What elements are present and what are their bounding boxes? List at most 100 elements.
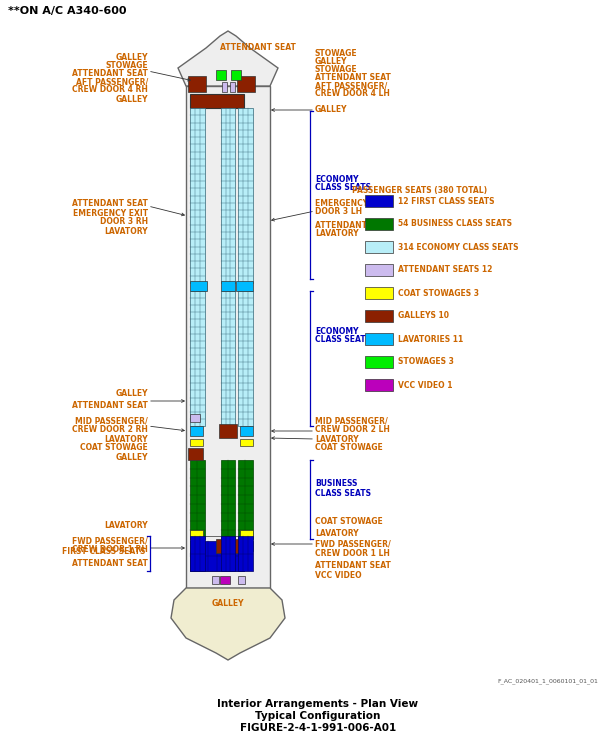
Bar <box>190 414 200 422</box>
Text: CREW DOOR 4 RH: CREW DOOR 4 RH <box>72 86 148 95</box>
Bar <box>216 539 240 553</box>
Bar <box>190 460 205 539</box>
Bar <box>238 291 253 426</box>
Text: GALLEY: GALLEY <box>115 389 148 398</box>
Text: CREW DOOR 2 LH: CREW DOOR 2 LH <box>315 424 390 433</box>
Text: LAVATORY: LAVATORY <box>104 227 148 236</box>
Bar <box>240 530 253 537</box>
Bar <box>365 310 393 322</box>
Text: COAT STOWAGE: COAT STOWAGE <box>315 518 383 527</box>
Text: Interior Arrangements - Plan View: Interior Arrangements - Plan View <box>218 699 419 709</box>
Bar <box>190 426 203 436</box>
Text: ECONOMY: ECONOMY <box>315 327 359 336</box>
Text: F_AC_020401_1_0060101_01_01: F_AC_020401_1_0060101_01_01 <box>497 678 598 684</box>
Bar <box>219 424 237 438</box>
Text: STOWAGE: STOWAGE <box>105 60 148 69</box>
Bar <box>365 264 393 276</box>
Text: GALLEY: GALLEY <box>115 52 148 61</box>
Bar <box>212 576 219 584</box>
Text: EMERGENCY EXIT: EMERGENCY EXIT <box>315 198 390 207</box>
Text: GALLEY: GALLEY <box>115 454 148 463</box>
Bar <box>238 108 253 283</box>
Bar <box>190 439 203 446</box>
Bar <box>220 576 230 584</box>
Bar <box>238 536 253 571</box>
Text: ATTENDANT SEAT: ATTENDANT SEAT <box>315 74 391 83</box>
Bar <box>221 281 235 291</box>
Text: AFT PASSENGER/: AFT PASSENGER/ <box>315 81 387 90</box>
Bar <box>365 287 393 299</box>
Text: FIGURE-2-4-1-991-006-A01: FIGURE-2-4-1-991-006-A01 <box>240 723 396 733</box>
Text: CLASS SEATS: CLASS SEATS <box>315 336 371 345</box>
Bar <box>190 108 205 283</box>
Text: ATTENDANT SEAT: ATTENDANT SEAT <box>72 69 148 78</box>
Text: DOOR 3 LH: DOOR 3 LH <box>315 207 362 216</box>
Text: ATTENDANT SEAT: ATTENDANT SEAT <box>72 198 148 207</box>
Bar <box>221 536 235 571</box>
Text: STOWAGE: STOWAGE <box>315 49 357 58</box>
Text: GALLEY: GALLEY <box>315 57 348 66</box>
Text: COAT STOWAGES 3: COAT STOWAGES 3 <box>398 289 479 298</box>
Bar <box>190 541 203 551</box>
Text: AFT PASSENGER/: AFT PASSENGER/ <box>76 78 148 87</box>
Text: DOOR 3 RH: DOOR 3 RH <box>100 218 148 227</box>
Text: 12 FIRST CLASS SEATS: 12 FIRST CLASS SEATS <box>398 196 495 205</box>
Text: GALLEYS 10: GALLEYS 10 <box>398 312 449 321</box>
Text: MID PASSENGER/: MID PASSENGER/ <box>75 416 148 425</box>
Bar <box>221 108 235 283</box>
Text: 314 ECONOMY CLASS SEATS: 314 ECONOMY CLASS SEATS <box>398 242 519 251</box>
Bar <box>365 241 393 253</box>
Text: EMERGENCY EXIT: EMERGENCY EXIT <box>73 208 148 218</box>
Text: CREW DOOR 4 LH: CREW DOOR 4 LH <box>315 90 390 98</box>
Bar <box>190 530 203 537</box>
Text: ATTENDANT SEAT: ATTENDANT SEAT <box>72 401 148 410</box>
Text: FWD PASSENGER/: FWD PASSENGER/ <box>315 539 390 548</box>
Bar <box>188 76 206 92</box>
Bar <box>190 541 244 571</box>
Bar <box>190 536 244 571</box>
Bar <box>216 70 226 80</box>
Bar <box>240 426 253 436</box>
Text: LAVATORY: LAVATORY <box>315 434 359 444</box>
Bar <box>221 460 235 539</box>
Bar <box>365 218 393 230</box>
Bar <box>190 291 205 426</box>
Bar <box>222 82 227 92</box>
Text: ATTENDANT SEAT: ATTENDANT SEAT <box>315 221 391 230</box>
Bar <box>365 333 393 345</box>
Text: COAT STOWAGE: COAT STOWAGE <box>315 444 383 453</box>
Bar <box>238 576 245 584</box>
Bar <box>238 460 253 539</box>
Text: MID PASSENGER/: MID PASSENGER/ <box>315 416 388 425</box>
Text: STOWAGES 3: STOWAGES 3 <box>398 357 454 366</box>
Bar <box>237 76 255 92</box>
Text: ATTENDANT SEAT: ATTENDANT SEAT <box>220 43 296 52</box>
Polygon shape <box>171 588 285 660</box>
Text: GALLEY: GALLEY <box>211 600 244 609</box>
Text: GALLEY: GALLEY <box>115 95 148 104</box>
Text: COAT STOWAGE: COAT STOWAGE <box>80 444 148 453</box>
Text: 54 BUSINESS CLASS SEATS: 54 BUSINESS CLASS SEATS <box>398 219 512 228</box>
Text: PASSENGER SEATS (380 TOTAL): PASSENGER SEATS (380 TOTAL) <box>352 186 487 195</box>
Text: ATTENDANT SEAT: ATTENDANT SEAT <box>72 559 148 568</box>
Bar <box>186 86 270 588</box>
Bar <box>188 448 203 460</box>
Text: STOWAGE: STOWAGE <box>315 66 357 75</box>
Text: ATTENDANT SEAT: ATTENDANT SEAT <box>315 560 391 569</box>
Text: LAVATORY: LAVATORY <box>315 528 359 538</box>
Text: GALLEY: GALLEY <box>315 105 348 114</box>
Bar <box>365 379 393 391</box>
Bar <box>365 356 393 368</box>
Bar <box>236 281 253 291</box>
Bar <box>231 70 241 80</box>
Text: Typical Configuration: Typical Configuration <box>255 711 381 721</box>
Text: FIRST CLASS SEATS: FIRST CLASS SEATS <box>62 548 145 557</box>
Bar <box>190 281 207 291</box>
Text: LAVATORY: LAVATORY <box>315 228 359 237</box>
Text: LAVATORIES 11: LAVATORIES 11 <box>398 334 463 343</box>
Text: CLASS SEATS: CLASS SEATS <box>315 489 371 498</box>
Bar <box>240 439 253 446</box>
Text: BUSINESS: BUSINESS <box>315 480 357 489</box>
Text: CREW DOOR 2 RH: CREW DOOR 2 RH <box>72 424 148 433</box>
Text: **ON A/C A340-600: **ON A/C A340-600 <box>8 6 126 16</box>
